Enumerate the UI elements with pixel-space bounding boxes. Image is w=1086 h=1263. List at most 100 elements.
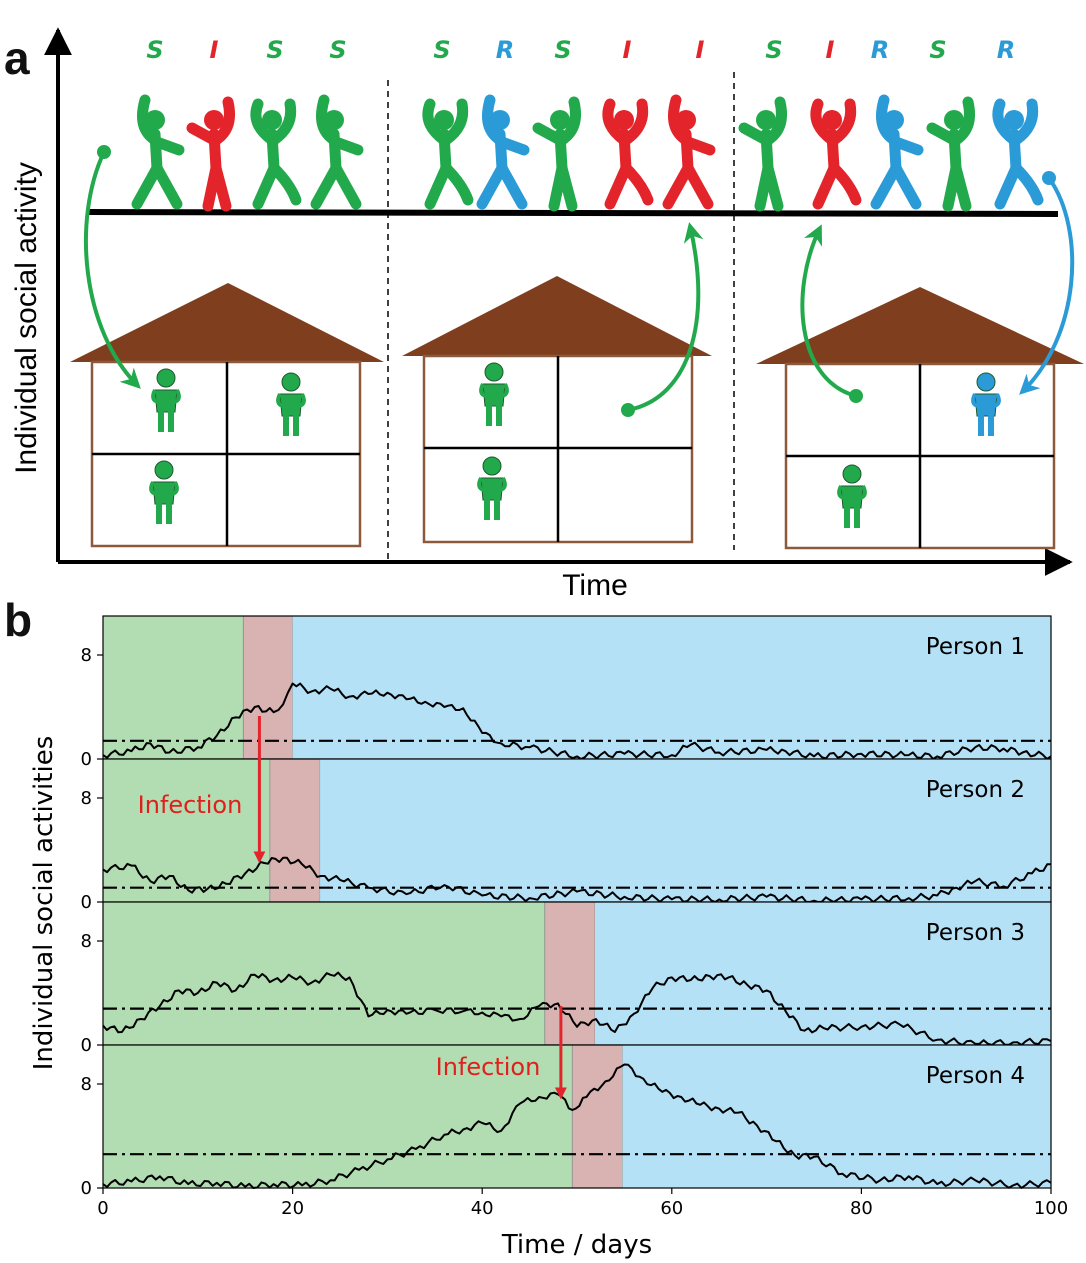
state-letter: S (765, 36, 782, 64)
standing-person-icon (971, 372, 1001, 436)
state-letter: R (496, 36, 514, 64)
activity-subplots: 0 8 Person 1 0 8 Person 2 0 8 Person 3 0 8 Person 4 (81, 615, 1052, 1199)
infection-label: Infection (138, 791, 243, 819)
house-roof (70, 283, 384, 362)
state-letter: S (329, 36, 346, 64)
activity-series-line (102, 856, 1052, 903)
panel-b-y-axis-title: Individual social activities (29, 736, 59, 1071)
state-letter: R (871, 36, 889, 64)
y-tick-label: 0 (81, 1178, 92, 1199)
state-letter: S (146, 36, 163, 64)
activity-series-line (102, 682, 1052, 760)
infected-period (269, 758, 321, 903)
transition-arrows (83, 145, 1075, 417)
panel-a-letter: a (4, 32, 30, 84)
dancing-person-icon (131, 94, 185, 210)
state-letter: I (826, 36, 835, 64)
activity-series-line (102, 1063, 1052, 1189)
dancing-person-icon (926, 96, 975, 212)
person-label: Person 4 (926, 1063, 1025, 1089)
go-home-arrow (1019, 176, 1075, 395)
dancing-person-icon (186, 96, 235, 212)
y-tick-label: 8 (81, 788, 92, 809)
house-icon (70, 283, 384, 548)
y-tick-label: 0 (81, 892, 92, 913)
y-tick-label: 0 (81, 749, 92, 770)
activity-subplot: 0 8 Person 1 (81, 615, 1052, 770)
susceptible-period (103, 1045, 573, 1188)
dancing-person-icon (250, 98, 302, 210)
house-icon (402, 276, 712, 544)
social-activity-floor (87, 209, 1059, 217)
x-tick-label: 60 (660, 1198, 683, 1219)
panel-b: b Individual social activities Time / da… (4, 594, 1068, 1260)
state-letter: S (554, 36, 571, 64)
recovered-period (595, 902, 1051, 1045)
recovered-period (622, 1045, 1051, 1188)
activity-subplot: 0 8 Person 2 (81, 758, 1052, 913)
subplot-frame (102, 1044, 1052, 1189)
y-tick-label: 8 (81, 1074, 92, 1095)
person-label: Person 2 (926, 777, 1025, 803)
person-label: Person 3 (926, 920, 1025, 946)
susceptible-period (103, 616, 244, 759)
y-tick-label: 8 (81, 645, 92, 666)
recovered-period (292, 616, 1052, 759)
standing-person-icon (837, 464, 867, 528)
x-tick-label: 40 (471, 1198, 494, 1219)
infected-period (571, 1044, 623, 1189)
standing-person-icon (276, 372, 306, 436)
house-roof (756, 287, 1084, 364)
susceptible-period (103, 902, 545, 1045)
y-tick-label: 0 (81, 1035, 92, 1056)
dancing-person-icon (310, 94, 364, 210)
x-tick-label: 20 (281, 1198, 304, 1219)
standing-person-icon (479, 362, 509, 426)
infection-markers: Infection Infection (138, 716, 567, 1100)
dancing-person-icon (810, 98, 862, 210)
people-at-home (149, 362, 1001, 528)
panel-a-y-axis-title: Individual social activity (10, 162, 43, 474)
activity-subplot: 0 8 Person 3 (81, 901, 1052, 1056)
x-axis-ticks: 0 20 40 60 80 100 (97, 1188, 1068, 1219)
state-letter: S (929, 36, 946, 64)
infected-period (242, 615, 294, 760)
dancing-person-icon (532, 96, 581, 212)
activity-subplot: 0 8 Person 4 (81, 1044, 1052, 1199)
go-out-arrow (800, 224, 857, 398)
house-roof (402, 276, 712, 356)
dancing-person-icon (992, 98, 1044, 210)
activity-series-line (102, 971, 1052, 1046)
panel-a-x-axis-title: Time (562, 569, 628, 602)
dancing-person-icon (602, 98, 654, 210)
standing-person-icon (477, 456, 507, 520)
recovered-period (320, 759, 1051, 902)
dancing-person-icon (662, 94, 716, 210)
infected-period (544, 901, 596, 1046)
y-tick-label: 8 (81, 931, 92, 952)
susceptible-period (103, 759, 270, 902)
panel-b-x-axis-title: Time / days (501, 1230, 652, 1260)
x-tick-label: 100 (1034, 1198, 1068, 1219)
go-home-arrow (83, 151, 141, 389)
panel-a: a Individual social activity Time S I S S S R… (4, 27, 1084, 602)
dancing-person-icon (476, 94, 530, 210)
state-letter: R (997, 36, 1015, 64)
person-label: Person 1 (926, 634, 1025, 660)
dancing-person-icon (422, 98, 474, 210)
x-tick-label: 80 (850, 1198, 873, 1219)
state-letter: I (210, 36, 219, 64)
panel-b-letter: b (4, 594, 32, 646)
dancing-person-icon (738, 96, 787, 212)
dancing-person-icon (870, 94, 924, 210)
standing-person-icon (149, 460, 179, 524)
state-letter: I (696, 36, 705, 64)
infection-label: Infection (436, 1053, 541, 1081)
house-icon (756, 287, 1084, 550)
x-tick-label: 0 (97, 1198, 108, 1219)
state-letter: S (266, 36, 283, 64)
go-out-arrow (627, 222, 704, 412)
state-letter: I (623, 36, 632, 64)
